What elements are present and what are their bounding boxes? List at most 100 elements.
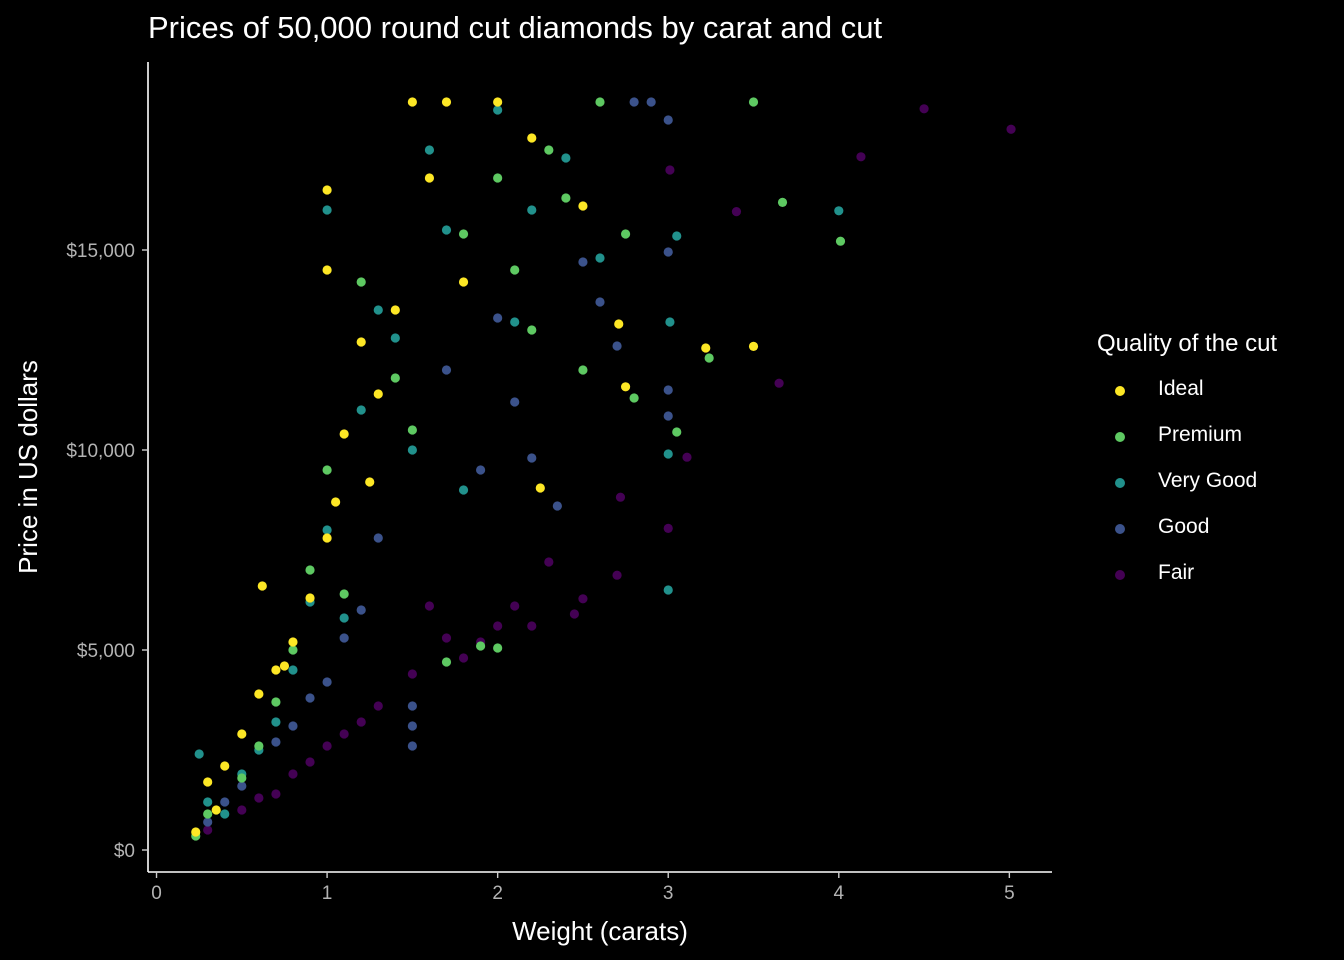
point-good xyxy=(373,533,383,543)
point-good xyxy=(339,633,349,643)
point-premium xyxy=(441,657,452,667)
point-premium xyxy=(458,229,469,239)
point-premium xyxy=(493,173,503,183)
point-ideal xyxy=(220,761,230,771)
point-very-good xyxy=(322,525,332,535)
point-premium xyxy=(322,465,332,475)
point-ideal xyxy=(748,341,759,351)
point-good xyxy=(407,721,417,731)
point-premium xyxy=(305,565,315,575)
point-fair xyxy=(615,492,626,502)
point-premium xyxy=(510,265,520,275)
point-very-good xyxy=(527,205,537,215)
point-fair xyxy=(774,378,784,388)
legend-label-very-good: Very Good xyxy=(1158,469,1258,492)
point-ideal xyxy=(271,665,281,675)
point-ideal xyxy=(322,185,332,195)
point-good xyxy=(407,701,417,711)
point-premium xyxy=(704,353,714,363)
point-ideal xyxy=(254,689,264,699)
point-fair xyxy=(731,207,742,217)
point-premium xyxy=(620,229,631,239)
point-very-good xyxy=(356,405,366,415)
point-good xyxy=(663,247,673,257)
point-fair xyxy=(203,825,213,835)
point-good xyxy=(271,737,281,747)
point-ideal xyxy=(191,827,201,837)
point-fair xyxy=(663,523,673,534)
point-premium xyxy=(748,97,759,107)
point-very-good xyxy=(595,253,605,263)
point-ideal xyxy=(322,533,332,543)
point-fair xyxy=(305,757,315,767)
point-fair xyxy=(493,621,503,631)
legend-title: Quality of the cut xyxy=(1097,330,1278,357)
point-premium xyxy=(672,427,682,437)
point-premium xyxy=(578,365,588,375)
point-very-good xyxy=(288,665,298,675)
legend-item-premium: Premium xyxy=(1097,414,1277,460)
point-good xyxy=(356,605,366,615)
x-tick-label: 5 xyxy=(1004,883,1015,904)
y-axis-title: Price in US dollars xyxy=(13,360,43,574)
legend-label-premium: Premium xyxy=(1158,423,1243,446)
legend-label-good: Good xyxy=(1158,515,1210,538)
point-premium xyxy=(407,425,417,435)
point-ideal xyxy=(493,97,503,107)
point-premium xyxy=(288,645,298,655)
point-good xyxy=(510,397,520,407)
legend-label-ideal: Ideal xyxy=(1158,377,1204,400)
point-ideal xyxy=(211,805,221,815)
point-ideal xyxy=(458,277,469,287)
x-tick-label: 3 xyxy=(663,883,674,904)
point-premium xyxy=(493,643,503,653)
point-very-good xyxy=(663,449,673,459)
point-good xyxy=(552,501,562,511)
legend-marker-good xyxy=(1115,524,1125,534)
point-good xyxy=(663,385,673,395)
point-very-good xyxy=(665,317,675,327)
point-ideal xyxy=(288,637,298,647)
point-premium xyxy=(777,197,788,207)
points-layer xyxy=(191,97,1016,841)
x-tick-label: 2 xyxy=(492,883,503,904)
point-very-good xyxy=(441,225,452,235)
point-ideal xyxy=(373,389,383,399)
point-ideal xyxy=(701,343,711,353)
point-fair xyxy=(356,717,366,727)
point-very-good xyxy=(220,809,230,819)
point-fair xyxy=(510,601,520,611)
point-good xyxy=(322,677,332,687)
point-fair xyxy=(373,701,383,711)
point-good xyxy=(663,411,673,421)
point-ideal xyxy=(305,593,315,603)
point-fair xyxy=(458,653,469,663)
point-fair xyxy=(612,570,622,580)
point-very-good xyxy=(339,613,349,623)
legend-marker-fair xyxy=(1115,570,1125,580)
legend-item-fair: Fair xyxy=(1097,552,1277,598)
y-tick-label: $10,000 xyxy=(66,441,135,462)
point-very-good xyxy=(458,485,469,495)
point-premium xyxy=(629,393,639,403)
point-premium xyxy=(561,193,571,203)
point-fair xyxy=(682,452,692,462)
point-good xyxy=(220,797,230,807)
point-fair xyxy=(441,633,452,643)
legend-marker-premium xyxy=(1115,432,1125,442)
point-ideal xyxy=(390,305,400,315)
point-good xyxy=(476,465,486,475)
point-fair xyxy=(322,741,332,751)
point-very-good xyxy=(663,585,673,595)
point-good xyxy=(288,721,298,731)
point-premium xyxy=(271,697,281,707)
axes-layer: 0 1 2 3 4 5 $0 $5,000 $10,000 $15,000 Weight (cara… xyxy=(13,62,1052,946)
point-good xyxy=(612,341,622,351)
point-fair xyxy=(339,729,349,739)
point-premium xyxy=(527,325,537,335)
point-ideal xyxy=(237,729,247,739)
point-ideal xyxy=(441,97,452,107)
point-fair xyxy=(288,769,298,779)
point-fair xyxy=(665,165,675,175)
point-ideal xyxy=(203,777,213,787)
